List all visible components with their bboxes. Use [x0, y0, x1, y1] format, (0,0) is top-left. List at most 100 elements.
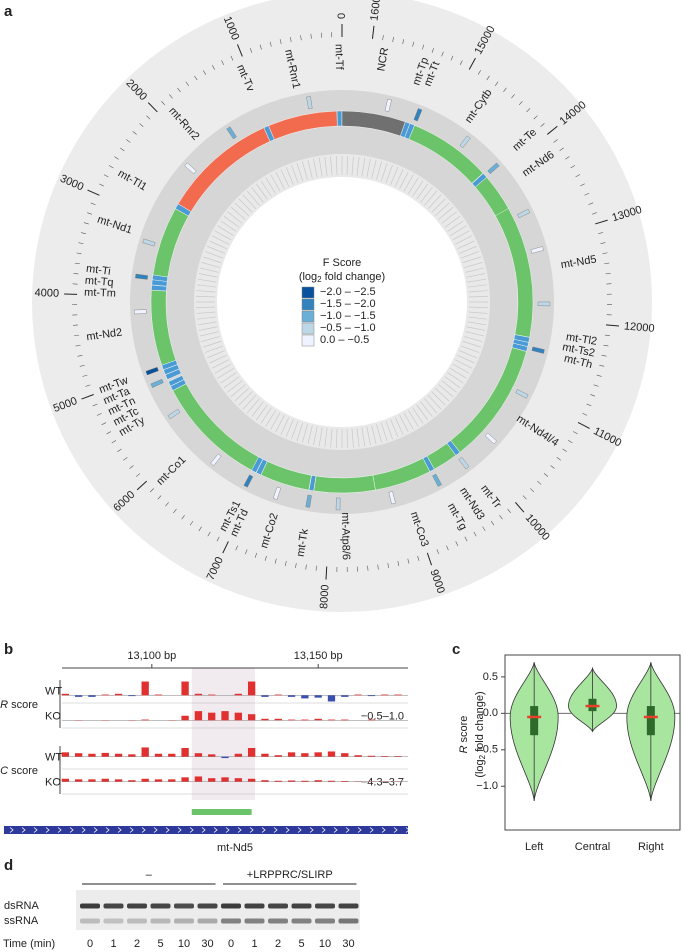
group-word: score — [11, 699, 38, 711]
minor-tick — [455, 541, 459, 547]
minor-tick — [402, 39, 405, 45]
gene-chevron — [225, 827, 230, 833]
feature — [341, 110, 406, 137]
gene-chevron — [81, 827, 86, 833]
bar — [234, 712, 242, 721]
bar — [367, 755, 376, 757]
ring-stripe — [468, 316, 488, 320]
ring-stripe — [420, 401, 433, 417]
tick — [515, 502, 525, 513]
ring-stripe — [371, 425, 377, 445]
tick — [325, 566, 328, 580]
minor-tick — [181, 515, 185, 520]
feature-label: NCR — [375, 47, 391, 73]
tick — [595, 219, 608, 225]
tick-label: 13,150 bp — [294, 650, 343, 662]
band — [127, 903, 147, 909]
feature-label: mt-Nd5 — [560, 253, 598, 271]
minor-tick — [507, 508, 511, 514]
feature — [251, 456, 264, 473]
group-word: score — [11, 765, 38, 777]
minor-tick — [518, 100, 523, 106]
ring-stripe — [385, 164, 393, 183]
fscore-mark — [515, 389, 529, 399]
ring-stripe — [351, 428, 354, 448]
ring-stripe — [394, 169, 404, 187]
band — [80, 903, 100, 909]
ring-stripe — [431, 198, 446, 213]
ring-stripe — [385, 421, 393, 440]
minor-tick — [149, 488, 154, 493]
gene-chevron — [153, 827, 158, 833]
ring-stripe — [380, 163, 388, 182]
panel-label: d — [4, 857, 13, 874]
feature — [151, 279, 168, 287]
lane-label: 1 — [251, 938, 257, 950]
lane-label: 0 — [228, 938, 234, 950]
ring-stripe — [265, 177, 276, 194]
lane-label: 0 — [87, 938, 93, 950]
minor-tick — [235, 545, 238, 551]
minor-tick — [126, 139, 131, 143]
bar — [314, 718, 322, 721]
minor-tick — [526, 108, 531, 113]
bar — [367, 719, 376, 721]
ring-stripe — [366, 426, 371, 446]
gene-chevron — [45, 827, 50, 833]
ring-stripe — [251, 401, 264, 417]
ring-stripe — [351, 156, 354, 176]
ring-stripe — [468, 290, 488, 293]
minor-tick — [73, 273, 79, 275]
fscore-mark — [306, 96, 313, 110]
ring-stripe — [217, 368, 234, 379]
ring-stripe — [206, 350, 225, 359]
minor-tick — [83, 222, 89, 225]
ring-stripe — [431, 391, 446, 406]
ring-stripe — [199, 267, 219, 273]
ring-stripe — [330, 156, 333, 176]
minor-tick — [422, 44, 425, 50]
ring-stripe — [255, 404, 268, 421]
minor-tick — [76, 252, 82, 255]
ring-stripe — [346, 428, 349, 448]
ring-stripe — [204, 345, 223, 353]
band — [315, 903, 335, 909]
ring-stripe — [260, 407, 272, 424]
minor-tick — [132, 131, 137, 135]
group-letter: R — [0, 699, 8, 711]
bar — [88, 753, 96, 757]
bar — [141, 747, 149, 757]
minor-tick — [117, 448, 122, 453]
bar — [287, 719, 296, 721]
band — [244, 918, 265, 924]
minor-tick — [537, 480, 542, 485]
minor-tick — [77, 354, 83, 357]
minor-tick — [79, 364, 85, 367]
gene-chevron — [105, 827, 110, 833]
minor-tick — [533, 115, 538, 120]
x-tick-label: Left — [525, 841, 543, 853]
ring-stripe — [206, 245, 225, 254]
gene-chevron — [345, 827, 350, 833]
feature-label: mt-Tk — [295, 527, 311, 557]
minor-tick — [450, 55, 454, 61]
minor-tick — [221, 60, 225, 65]
bar — [341, 781, 349, 782]
ring-stripe — [242, 194, 257, 209]
ring-stripe — [356, 428, 360, 448]
minor-tick — [254, 552, 258, 558]
gene-chevron — [249, 827, 254, 833]
x-tick-label: Right — [638, 841, 664, 853]
band — [103, 918, 124, 924]
gene-chevron — [237, 827, 242, 833]
bar — [301, 695, 309, 699]
ring-stripe — [346, 156, 349, 176]
ring-stripe — [412, 180, 424, 197]
fscore-mark — [432, 473, 442, 487]
ring-stripe — [296, 163, 304, 182]
minor-tick — [305, 564, 307, 570]
minor-tick — [114, 156, 119, 160]
ring-stripe — [265, 410, 276, 427]
ring-stripe — [313, 426, 318, 446]
